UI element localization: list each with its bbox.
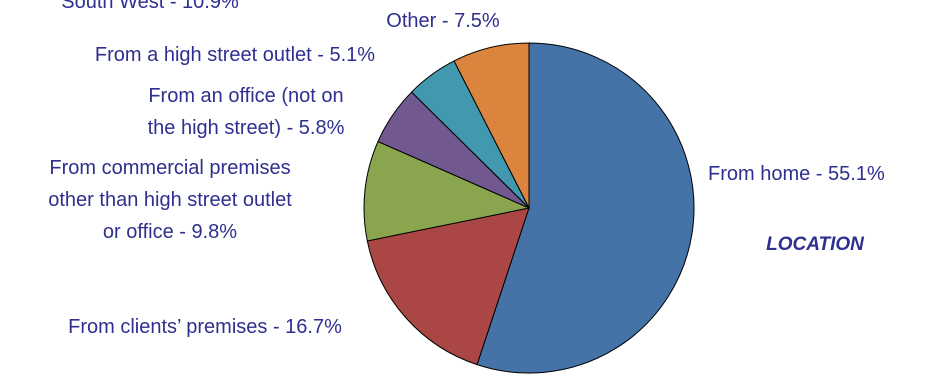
label-office-line1: From an office (not on bbox=[148, 85, 343, 107]
label-commercial-line1: From commercial premises bbox=[49, 157, 290, 179]
label-office-line2: the high street) - 5.8% bbox=[148, 117, 345, 139]
label-high-street-outlet: From a high street outlet - 5.1% bbox=[95, 44, 375, 66]
slice-clients-premises bbox=[366, 207, 530, 366]
location-annotation: LOCATION bbox=[766, 234, 865, 255]
slice-commercial-premises bbox=[363, 140, 531, 242]
label-commercial-line2: other than high street outlet bbox=[48, 189, 292, 211]
pie-slices bbox=[363, 42, 695, 374]
slice-other bbox=[453, 42, 530, 209]
label-clients-premises: From clients’ premises - 16.7% bbox=[68, 316, 342, 338]
label-from-home: From home - 55.1% bbox=[708, 163, 885, 185]
label-other: Other - 7.5% bbox=[386, 10, 500, 32]
label-commercial-line3: or office - 9.8% bbox=[103, 221, 237, 243]
slice-from-home bbox=[476, 42, 695, 374]
header-cut-text: South West - 10.9% bbox=[61, 0, 239, 13]
